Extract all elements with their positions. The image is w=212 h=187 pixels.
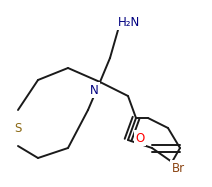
Text: S: S [14,122,22,134]
Text: N: N [90,84,98,96]
Text: O: O [135,131,145,145]
Text: Br: Br [172,162,185,174]
Text: H₂N: H₂N [118,16,140,28]
